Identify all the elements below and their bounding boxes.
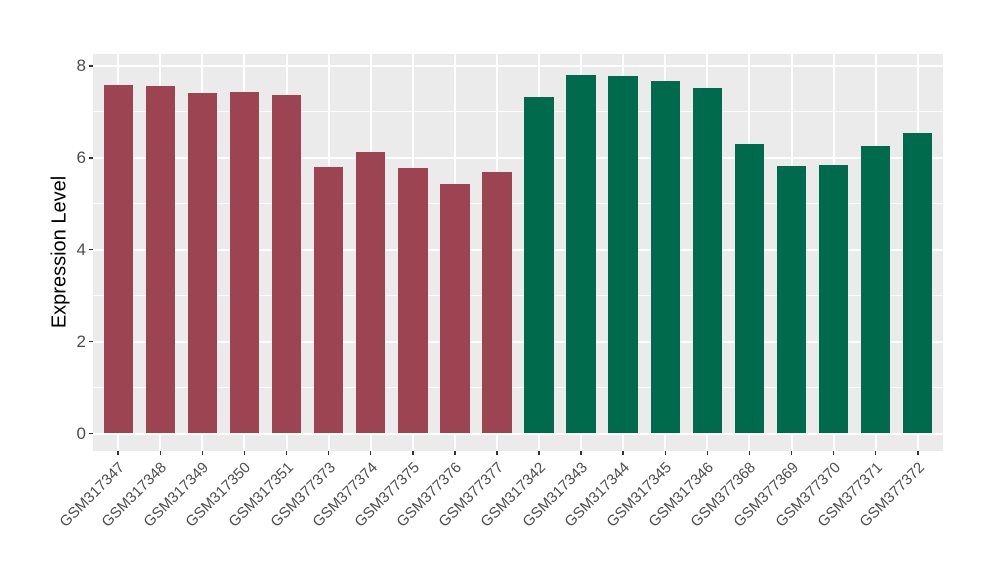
bar-GSM317351 [271, 94, 302, 434]
major-gridline [93, 248, 943, 251]
bar-GSM317348 [145, 86, 176, 434]
x-tick-mark [159, 451, 162, 455]
bar-GSM377376 [440, 183, 470, 434]
x-tick-mark [706, 451, 709, 455]
bar-GSM377374 [355, 151, 386, 434]
bar-GSM377375 [398, 167, 428, 434]
y-tick-label: 6 [76, 148, 86, 168]
bar-GSM377368 [734, 144, 765, 434]
major-gridline [93, 64, 943, 67]
y-tick-label: 0 [76, 424, 86, 443]
minor-gridline [93, 203, 943, 205]
bar-GSM317346 [692, 87, 723, 434]
bar-GSM377369 [776, 166, 807, 434]
x-tick-mark [622, 451, 624, 455]
major-gridline [93, 432, 943, 435]
bar-GSM317344 [608, 76, 638, 434]
major-gridline [93, 340, 943, 343]
x-tick-mark [664, 451, 667, 455]
bar-GSM317350 [229, 91, 260, 434]
x-tick-mark [832, 451, 835, 455]
x-tick-mark [790, 451, 793, 455]
major-gridline [93, 156, 943, 159]
bar-GSM377370 [818, 165, 849, 434]
x-tick-mark [748, 451, 751, 455]
x-tick-mark [369, 451, 372, 455]
bar-GSM377372 [903, 132, 933, 434]
x-tick-mark [538, 451, 540, 455]
minor-gridline [93, 387, 943, 389]
x-tick-mark [201, 451, 204, 455]
bar-GSM377373 [313, 166, 344, 434]
x-tick-mark [412, 451, 414, 455]
x-tick-mark [243, 451, 246, 455]
bar-GSM377371 [860, 145, 891, 434]
bar-GSM317343 [566, 74, 596, 434]
x-tick-mark [454, 451, 456, 455]
bar-GSM317345 [650, 81, 680, 434]
bar-GSM317342 [524, 96, 554, 434]
plot-panel [93, 54, 943, 451]
y-tick-mark [89, 157, 93, 159]
minor-gridline [93, 111, 943, 113]
x-tick-mark [285, 451, 288, 455]
x-tick-mark [580, 451, 582, 455]
x-tick-mark [874, 451, 877, 455]
y-tick-label: 4 [76, 240, 86, 260]
bar-GSM317349 [187, 92, 218, 434]
y-tick-mark [89, 432, 93, 435]
x-tick-mark [327, 451, 330, 455]
y-tick-label: 8 [76, 56, 86, 76]
y-tick-mark [89, 340, 93, 343]
y-tick-label: 2 [76, 332, 86, 352]
x-tick-mark [917, 451, 919, 455]
x-tick-mark [496, 451, 498, 455]
minor-gridline [93, 295, 943, 297]
bar-GSM377377 [482, 171, 512, 434]
bar-GSM317347 [103, 85, 133, 434]
y-tick-mark [89, 248, 93, 251]
y-tick-mark [89, 65, 93, 67]
x-tick-mark [117, 451, 119, 455]
